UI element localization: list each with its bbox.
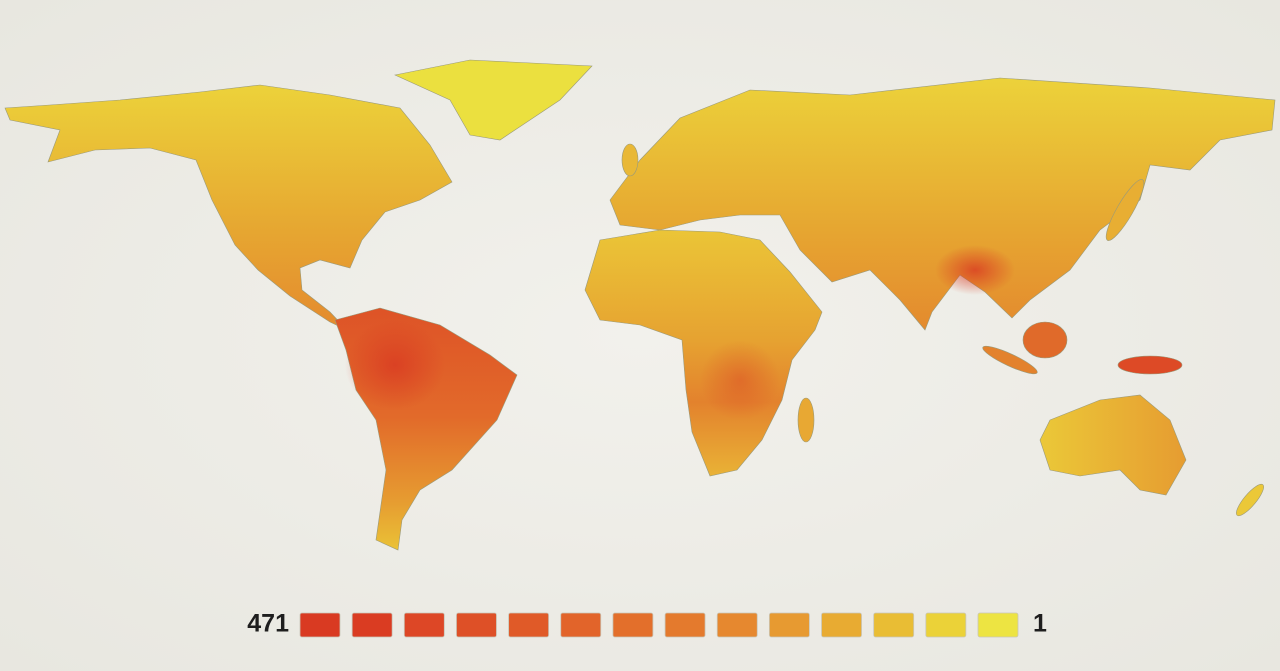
legend-swatch — [977, 612, 1019, 638]
new-guinea — [1117, 355, 1183, 375]
legend-low-label: 1 — [1033, 610, 1047, 638]
amazon-hotspot — [345, 320, 445, 410]
greenland — [394, 59, 593, 141]
borneo — [1022, 321, 1068, 359]
world-map — [4, 59, 1276, 551]
legend-swatch — [768, 612, 810, 638]
legend-swatch — [821, 612, 862, 638]
legend-swatch — [351, 612, 393, 638]
legend-swatch — [873, 612, 915, 638]
legend-swatch — [560, 612, 602, 638]
legend-swatch — [716, 612, 758, 638]
africa — [584, 229, 823, 477]
britain — [621, 143, 639, 177]
legend-swatch — [925, 612, 967, 638]
africa-hotspot — [700, 340, 780, 420]
new-zealand — [1236, 483, 1264, 517]
legend-swatch — [664, 612, 706, 638]
legend-swatch — [612, 612, 654, 638]
sumatra — [982, 345, 1038, 375]
japan — [1105, 179, 1145, 241]
legend-swatch — [299, 612, 341, 638]
madagascar — [797, 397, 815, 443]
eurasia — [609, 77, 1276, 331]
legend-swatch — [508, 612, 550, 638]
asia-hotspot — [935, 245, 1015, 295]
legend: 471 1 — [247, 610, 1047, 638]
north-america — [4, 84, 453, 331]
legend-swatch — [403, 612, 445, 638]
legend-high-label: 471 — [247, 610, 289, 638]
australia — [1039, 394, 1187, 496]
legend-swatch — [456, 612, 497, 638]
